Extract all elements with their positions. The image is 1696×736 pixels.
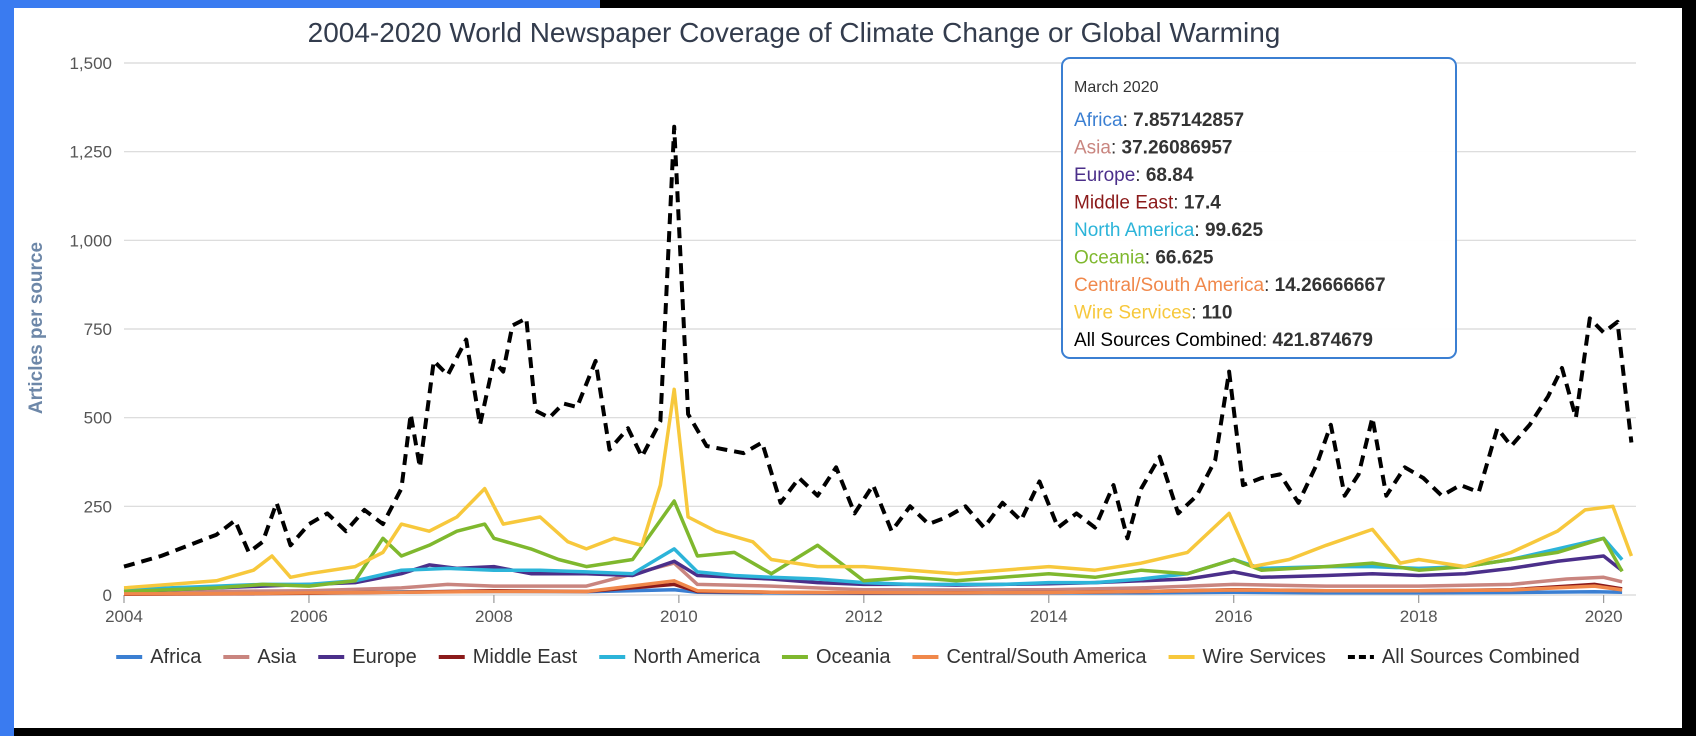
x-tick-label: 2020 xyxy=(1585,607,1623,626)
series-layer xyxy=(123,124,1634,597)
y-tick-label: 750 xyxy=(84,320,112,339)
tooltip-series-name: Africa xyxy=(1074,110,1123,131)
series-line-wire-services[interactable] xyxy=(123,387,1634,590)
tooltip-series-name: Europe xyxy=(1074,165,1135,186)
tooltip-series-value: 7.857142857 xyxy=(1133,110,1244,131)
tooltip-series-value: 17.4 xyxy=(1184,193,1221,214)
series-line-europe[interactable] xyxy=(123,554,1624,594)
tooltip-row: North America: 99.625 xyxy=(1074,220,1263,241)
tooltip-row: Asia: 37.26086957 xyxy=(1074,138,1232,159)
x-tick-label: 2018 xyxy=(1400,607,1438,626)
y-tick-label: 1,000 xyxy=(69,231,112,250)
y-tick-label: 0 xyxy=(103,586,112,605)
legend-item[interactable]: Europe xyxy=(318,646,417,668)
y-tick-label: 1,500 xyxy=(69,54,112,73)
frame-accent-left xyxy=(0,0,14,736)
tooltip-series-value: 68.84 xyxy=(1146,165,1194,186)
legend-label: Africa xyxy=(150,646,202,668)
legend: Africa Asia Europe Middle East North America… xyxy=(116,646,1580,668)
y-axis-label: Articles per source xyxy=(26,242,47,414)
legend-item[interactable]: All Sources Combined xyxy=(1347,646,1580,668)
legend-item[interactable]: Oceania xyxy=(781,646,891,668)
legend-label: Central/South America xyxy=(946,646,1147,668)
legend-label: Middle East xyxy=(473,646,578,668)
tooltip-series-name: Wire Services xyxy=(1074,303,1191,324)
tooltip-series-name: All Sources Combined xyxy=(1074,330,1262,351)
x-tick-label: 2006 xyxy=(290,607,328,626)
chart-title: 2004-2020 World Newspaper Coverage of Cl… xyxy=(308,17,1281,48)
x-tick-label: 2010 xyxy=(660,607,698,626)
tooltip-series-name: Middle East xyxy=(1074,193,1174,214)
y-tick-label: 500 xyxy=(84,409,112,428)
legend-item[interactable]: North America xyxy=(599,646,761,668)
series-line-all-sources-combined[interactable] xyxy=(123,124,1634,569)
legend-label: Europe xyxy=(352,646,417,668)
tooltip-row: Wire Services: 110 xyxy=(1074,303,1232,324)
x-tick-label: 2016 xyxy=(1215,607,1253,626)
legend-item[interactable]: Middle East xyxy=(438,646,578,668)
tooltip-row: Africa: 7.857142857 xyxy=(1074,110,1244,131)
legend-item[interactable]: Africa xyxy=(116,646,202,668)
x-tick-label: 2004 xyxy=(105,607,143,626)
tooltip-row: Central/South America: 14.26666667 xyxy=(1074,275,1386,296)
chart-panel: 2004-2020 World Newspaper Coverage of Cl… xyxy=(14,8,1682,728)
tooltip-series-value: 110 xyxy=(1202,303,1233,324)
y-axis-ticks: 0 250 500 750 1,000 1,250 1,500 xyxy=(69,54,112,605)
tooltip-series-name: Oceania xyxy=(1074,248,1145,269)
series-line-central-south-america[interactable] xyxy=(123,579,1623,596)
legend-item[interactable]: Asia xyxy=(223,646,297,668)
tooltip-row: All Sources Combined: 421.874679 xyxy=(1074,330,1373,351)
legend-label: North America xyxy=(633,646,761,668)
legend-item[interactable]: Central/South America xyxy=(912,646,1147,668)
y-tick-label: 250 xyxy=(84,497,112,516)
tooltip-series-value: 37.26086957 xyxy=(1122,138,1233,159)
chart-svg: 2004-2020 World Newspaper Coverage of Cl… xyxy=(26,17,1636,668)
x-tick-label: 2008 xyxy=(475,607,513,626)
legend-item[interactable]: Wire Services xyxy=(1168,646,1326,668)
tooltip-row: Middle East: 17.4 xyxy=(1074,193,1221,214)
legend-items: Africa Asia Europe Middle East North America… xyxy=(116,646,1580,668)
tooltip-series-value: 66.625 xyxy=(1155,248,1214,269)
tooltip: March 2020 Africa: 7.857142857 Asia: 37.26… xyxy=(1061,57,1457,359)
legend-label: All Sources Combined xyxy=(1382,646,1580,668)
tooltip-row: Europe: 68.84 xyxy=(1074,165,1194,186)
tooltip-series-value: 421.874679 xyxy=(1273,330,1373,351)
legend-label: Wire Services xyxy=(1203,646,1326,668)
y-tick-label: 1,250 xyxy=(69,143,112,162)
legend-label: Oceania xyxy=(816,646,891,668)
x-tick-label: 2012 xyxy=(845,607,883,626)
tooltip-header: March 2020 xyxy=(1074,79,1159,96)
tooltip-series-name: North America xyxy=(1074,220,1195,241)
tooltip-series-value: 99.625 xyxy=(1205,220,1264,241)
series-line-asia[interactable] xyxy=(123,561,1623,594)
tooltip-series-name: Central/South America xyxy=(1074,275,1265,296)
tooltip-series-value: 14.26666667 xyxy=(1275,275,1386,296)
series-line-oceania[interactable] xyxy=(123,499,1624,594)
tooltip-box xyxy=(1061,57,1457,359)
x-axis-ticks: 2004 2006 2008 2010 2012 2014 2016 2018 2020 xyxy=(105,595,1623,626)
x-tick-label: 2014 xyxy=(1030,607,1068,626)
legend-label: Asia xyxy=(257,646,297,668)
tooltip-row: Oceania: 66.625 xyxy=(1074,248,1214,269)
tooltip-series-name: Asia xyxy=(1074,138,1111,159)
